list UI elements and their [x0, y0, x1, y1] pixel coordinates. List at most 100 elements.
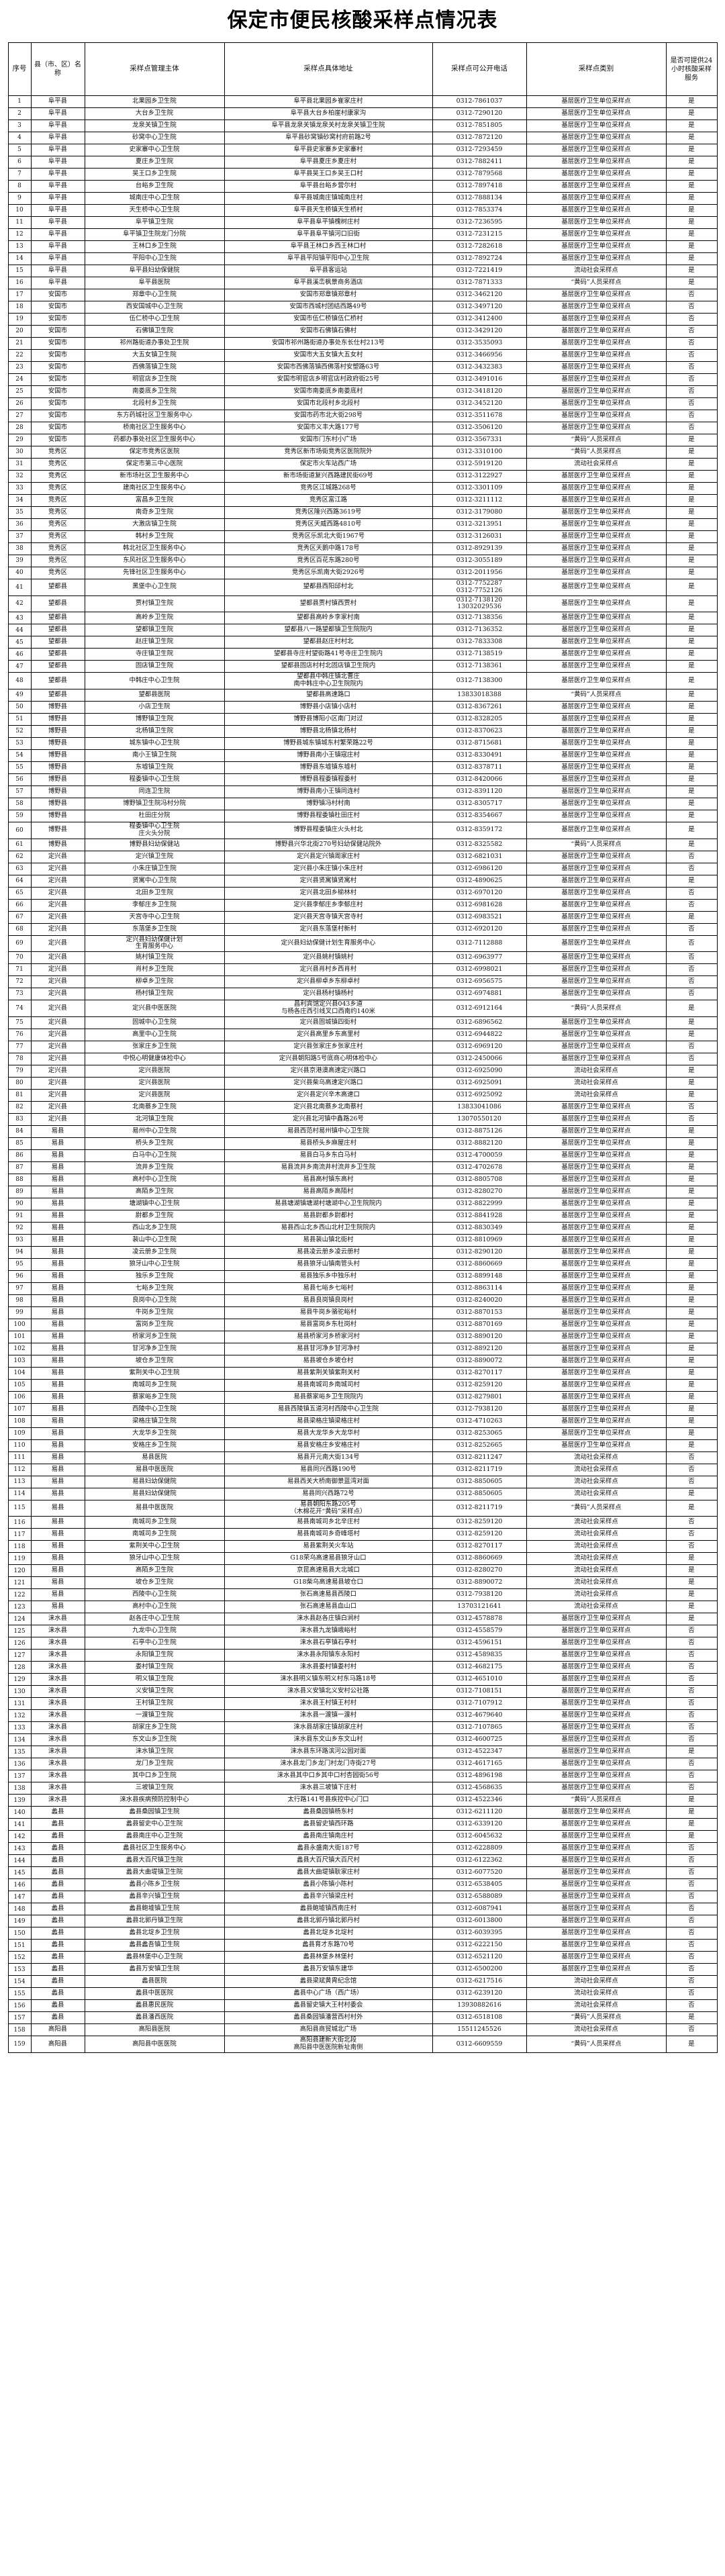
cell-24h-service: 是 — [665, 797, 718, 810]
cell-24h-service: 是 — [665, 1601, 718, 1614]
cell-county: 易县 — [30, 1233, 85, 1247]
cell-category: 基层医疗卫生单位采样点 — [526, 1294, 667, 1307]
cell-phone: 0312-3126031 — [432, 530, 527, 543]
cell-phone: 0312-8841928 — [432, 1209, 527, 1223]
cell-county: 阜平县 — [30, 144, 85, 156]
cell-category: 基层医疗卫生单位采样点 — [526, 1149, 667, 1162]
cell-county: 定兴县 — [30, 874, 85, 888]
cell-organization: 蔡家峪乡卫生院 — [84, 1390, 225, 1404]
cell-category: 基层医疗卫生单位采样点 — [526, 1842, 667, 1856]
cell-address: 保定市火车站西广场 — [224, 458, 433, 471]
cell-index: 44 — [7, 624, 32, 637]
table-row: 78 定兴县 中悦心明健康体检中心 定兴县朝阳路5号底商心明体检中心 0312-2450… — [7, 1052, 718, 1065]
cell-index: 128 — [7, 1661, 32, 1674]
table-row: 59 博野县 杜田庄分院 博野县程委镇杜田庄村 0312-8354667 基层医疗卫生单位… — [7, 809, 718, 822]
cell-index: 62 — [7, 850, 32, 863]
cell-index: 25 — [7, 385, 32, 398]
cell-phone: 0312-6821031 — [432, 850, 527, 863]
cell-category: 基层医疗卫生单位采样点 — [526, 1758, 667, 1771]
cell-address: 阜平县龙泉关镇龙泉关村龙泉关镇卫生院 — [224, 120, 433, 132]
cell-category: 基层医疗卫生单位采样点 — [526, 1709, 667, 1723]
cell-24h-service: 是 — [665, 910, 718, 924]
cell-phone: 0312-6013800 — [432, 1915, 527, 1928]
cell-phone: 0312-6077520 — [432, 1866, 527, 1880]
table-row: 94 易县 凌云册乡卫生院 易县凌云册乡凌云册村 0312-8290120 基层医疗卫生单… — [7, 1245, 718, 1259]
cell-address: 望都县高岭乡李家村南 — [224, 612, 433, 625]
cell-county: 阜平县 — [30, 204, 85, 217]
cell-index: 33 — [7, 482, 32, 495]
cell-address: 易县梁格庄镇梁格庄村 — [224, 1415, 433, 1428]
cell-index: 22 — [7, 349, 32, 362]
cell-address: 定兴县杨村镇杨村 — [224, 988, 433, 1001]
cell-organization: 博野镇卫生院冯村分院 — [84, 797, 225, 810]
cell-address: 涞水县一渡镇一渡村 — [224, 1709, 433, 1723]
cell-county: 竞秀区 — [30, 518, 85, 531]
cell-index: 110 — [7, 1439, 32, 1452]
cell-organization: 蠡县小陈乡卫生院 — [84, 1878, 225, 1892]
cell-address: 望都县固店村村北固店镇卫生院内 — [224, 660, 433, 673]
cell-index: 61 — [7, 838, 32, 851]
cell-organization: 西陵中心卫生院 — [84, 1402, 225, 1416]
cell-organization: 博野县妇幼保健站 — [84, 838, 225, 851]
cell-organization: 蠡县中医医院 — [84, 1987, 225, 2001]
cell-county: 涞水县 — [30, 1794, 85, 1807]
cell-category: 基层医疗卫生单位采样点 — [526, 240, 667, 253]
cell-phone: 0312-4890625 — [432, 874, 527, 888]
table-row: 6 阜平县 夏庄乡卫生院 阜平县夏庄乡夏庄村 0312-7882411 基层医疗卫生单位采… — [7, 156, 718, 169]
cell-index: 52 — [7, 724, 32, 738]
cell-24h-service: 是 — [665, 1613, 718, 1626]
cell-index: 135 — [7, 1746, 32, 1759]
cell-index: 38 — [7, 542, 32, 555]
cell-county: 易县 — [30, 1540, 85, 1554]
cell-24h-service: 是 — [665, 216, 718, 229]
cell-category: “黄码”人员采样点 — [526, 1000, 667, 1017]
cell-address: 涞水县永阳镇东永阳村 — [224, 1649, 433, 1662]
cell-index: 145 — [7, 1866, 32, 1880]
cell-24h-service: 否 — [665, 1758, 718, 1771]
cell-category: 基层医疗卫生单位采样点 — [526, 1637, 667, 1650]
table-row: 77 定兴县 张家庄乡卫生院 定兴县张家庄乡张家庄村 0312-6969120 基层医疗卫… — [7, 1040, 718, 1053]
table-row: 81 定兴县 定兴县医院 定兴县定兴辛木高速口 0312-6925092 流动社会采样点是 — [7, 1088, 718, 1102]
cell-address: 高阳县商贸城北广场 — [224, 2023, 433, 2037]
cell-24h-service: 是 — [665, 1330, 718, 1343]
cell-county: 易县 — [30, 1463, 85, 1476]
cell-address: 涞水县义安镇北义安村公社路 — [224, 1685, 433, 1699]
cell-organization: 中韩庄中心卫生院 — [84, 672, 225, 689]
cell-index: 158 — [7, 2023, 32, 2037]
cell-phone: 0312-7851805 — [432, 120, 527, 132]
cell-phone: 0312-8259120 — [432, 1378, 527, 1392]
cell-county: 博野县 — [30, 785, 85, 798]
cell-24h-service: 否 — [665, 1878, 718, 1892]
cell-phone: 0312-8715681 — [432, 736, 527, 750]
cell-phone: 0312-6970120 — [432, 886, 527, 900]
cell-category: 流动社会采样点 — [526, 1463, 667, 1476]
cell-county: 涞水县 — [30, 1685, 85, 1699]
cell-address: 易县高陌乡高陌村 — [224, 1185, 433, 1198]
cell-organization: 狼牙山中心卫生院 — [84, 1257, 225, 1271]
cell-organization: 甘河净乡卫生院 — [84, 1342, 225, 1355]
cell-county: 定兴县 — [30, 1000, 85, 1017]
cell-phone: 0312-8211247 — [432, 1451, 527, 1464]
cell-county: 蠡县 — [30, 1866, 85, 1880]
cell-phone: 0312-8359172 — [432, 821, 527, 839]
cell-address: 涞水县三坡镇下庄村 — [224, 1782, 433, 1795]
cell-category: 基层医疗卫生单位采样点 — [526, 922, 667, 936]
cell-phone: 15511245526 — [432, 2023, 527, 2037]
cell-organization: 韩北社区卫生服务中心 — [84, 542, 225, 555]
cell-organization: 王村镇卫生院 — [84, 1697, 225, 1711]
cell-county: 望都县 — [30, 612, 85, 625]
cell-county: 涞水县 — [30, 1758, 85, 1771]
cell-index: 14 — [7, 252, 32, 265]
cell-24h-service: 是 — [665, 1366, 718, 1380]
cell-category: 基层医疗卫生单位采样点 — [526, 144, 667, 156]
cell-category: 基层医疗卫生单位采样点 — [526, 567, 667, 579]
cell-phone: 0312-8860669 — [432, 1552, 527, 1566]
cell-organization: 安格庄乡卫生院 — [84, 1439, 225, 1452]
table-row: 91 易县 尉都乡卫生院 易县尉都乡尉都村 0312-8841928 基层医疗卫生单位采样… — [7, 1209, 718, 1223]
cell-address: 易县开元南大街134号 — [224, 1451, 433, 1464]
cell-organization: 吴王口乡卫生院 — [84, 168, 225, 181]
cell-address: 安国市石佛镇石佛村 — [224, 325, 433, 338]
cell-24h-service: 是 — [665, 672, 718, 689]
cell-phone: 0312-8899148 — [432, 1270, 527, 1283]
cell-phone: 13930882616 — [432, 1999, 527, 2013]
